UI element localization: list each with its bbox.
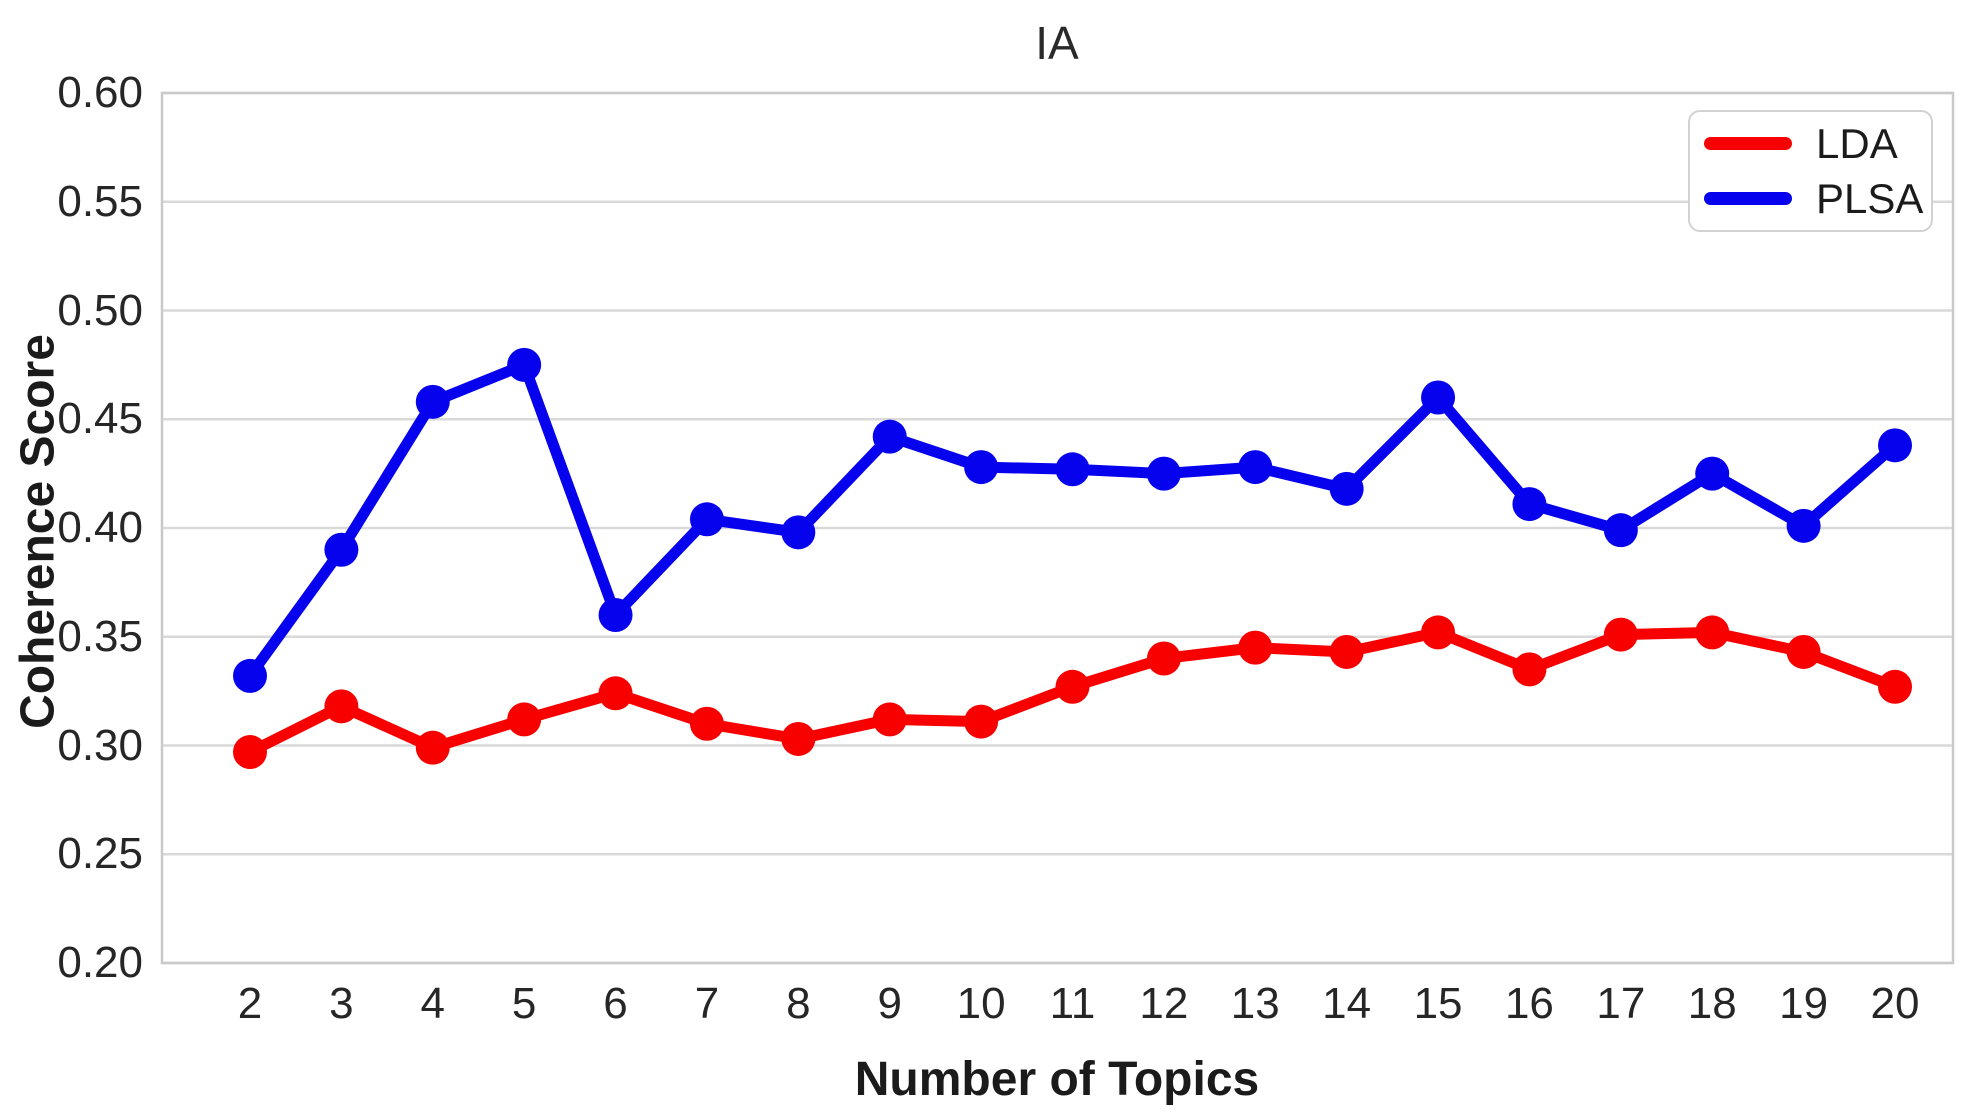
series-marker-plsa — [324, 532, 359, 567]
series-marker-lda — [1786, 634, 1821, 669]
x-tick-label: 20 — [1870, 979, 1920, 1028]
x-tick-label: 9 — [877, 979, 902, 1028]
series-marker-lda — [233, 735, 267, 770]
y-tick-label: 0.60 — [57, 68, 143, 117]
series-marker-plsa — [1238, 450, 1273, 485]
x-tick-label: 11 — [1049, 979, 1096, 1028]
series-marker-lda — [324, 689, 359, 724]
series-marker-lda — [1329, 634, 1364, 669]
x-tick-label: 8 — [786, 979, 811, 1028]
y-tick-label: 0.25 — [57, 829, 143, 879]
chart-title: IA — [1035, 17, 1079, 69]
y-tick-label: 0.45 — [57, 394, 143, 444]
x-tick-label: 12 — [1139, 979, 1189, 1028]
x-tick-label: 2 — [237, 979, 263, 1028]
lda-line-swatch — [1704, 137, 1792, 150]
series-marker-lda — [1878, 669, 1912, 704]
x-tick-label: 3 — [329, 979, 354, 1028]
series-marker-plsa — [1786, 508, 1821, 543]
x-tick-label: 18 — [1687, 979, 1737, 1028]
series-marker-lda — [507, 702, 542, 737]
legend-entry-lda: LDA — [1704, 119, 1931, 167]
series-marker-lda — [1421, 615, 1456, 650]
series-marker-lda — [1146, 641, 1181, 676]
y-tick-label: 0.30 — [57, 720, 143, 770]
x-tick-label: 17 — [1596, 979, 1646, 1028]
series-marker-plsa — [1603, 513, 1638, 548]
series-marker-plsa — [781, 515, 816, 550]
y-tick-label: 0.20 — [57, 938, 143, 987]
x-tick-label: 16 — [1504, 979, 1554, 1028]
series-marker-lda — [781, 721, 816, 756]
series-marker-lda — [1695, 615, 1730, 650]
series-marker-lda — [1055, 669, 1090, 704]
x-tick-label: 6 — [603, 979, 628, 1028]
series-marker-plsa — [872, 419, 907, 454]
series-marker-plsa — [507, 347, 542, 382]
series-marker-lda — [598, 676, 633, 711]
series-marker-lda — [415, 730, 450, 765]
series-marker-lda — [1512, 652, 1547, 687]
series-marker-plsa — [598, 598, 633, 632]
x-tick-label: 7 — [694, 979, 720, 1028]
series-marker-plsa — [1695, 456, 1730, 491]
series-marker-lda — [964, 704, 999, 739]
x-tick-label: 5 — [511, 979, 537, 1028]
series-marker-plsa — [689, 502, 724, 537]
series-marker-plsa — [233, 658, 267, 693]
y-tick-label: 0.55 — [57, 176, 143, 226]
plsa-line-swatch — [1704, 192, 1792, 205]
legend-box: LDA PLSA — [1688, 110, 1933, 232]
y-tick-label: 0.35 — [57, 611, 143, 661]
series-marker-plsa — [1421, 380, 1456, 415]
series-marker-plsa — [1146, 456, 1181, 491]
series-marker-lda — [872, 702, 907, 737]
x-tick-label: 10 — [956, 979, 1006, 1028]
legend-entry-plsa: PLSA — [1704, 174, 1931, 222]
series-marker-plsa — [1329, 471, 1364, 506]
series-marker-lda — [1603, 617, 1638, 652]
series-marker-plsa — [1055, 452, 1090, 487]
y-tick-label: 0.40 — [57, 503, 143, 552]
plot-border — [160, 91, 1955, 965]
series-marker-plsa — [415, 384, 450, 419]
legend-label-plsa: PLSA — [1816, 174, 1924, 222]
y-tick-label: 0.50 — [57, 285, 143, 335]
legend-label-lda: LDA — [1816, 119, 1898, 167]
series-marker-plsa — [1512, 487, 1547, 522]
series-marker-lda — [1238, 630, 1273, 665]
x-axis-title: Number of Topics — [854, 1053, 1260, 1106]
series-marker-plsa — [964, 450, 999, 485]
series-marker-plsa — [1878, 428, 1912, 463]
x-tick-label: 19 — [1779, 979, 1829, 1028]
x-tick-label: 15 — [1413, 979, 1463, 1028]
series-marker-lda — [689, 706, 724, 741]
x-tick-label: 4 — [420, 979, 445, 1028]
x-tick-label: 14 — [1322, 979, 1372, 1028]
x-tick-label: 13 — [1230, 979, 1280, 1028]
